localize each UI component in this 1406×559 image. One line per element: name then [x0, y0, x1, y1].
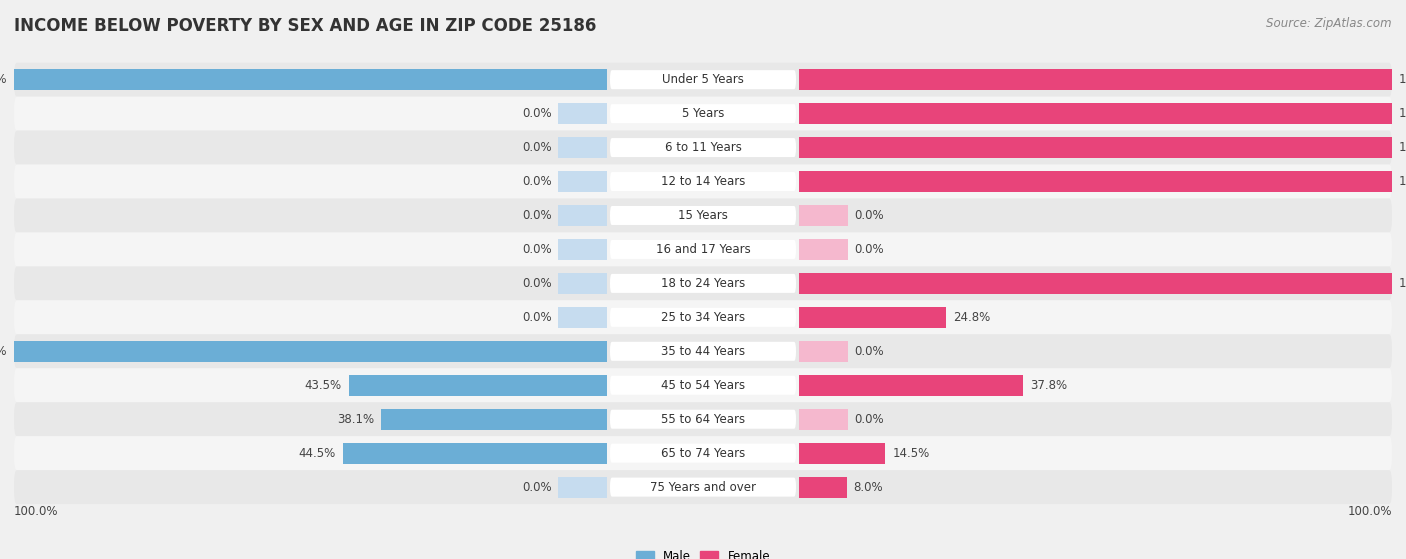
Text: 100.0%: 100.0% — [1399, 73, 1406, 86]
Bar — [800, 171, 1392, 192]
FancyBboxPatch shape — [14, 470, 1392, 504]
Text: 100.0%: 100.0% — [1399, 277, 1406, 290]
Text: INCOME BELOW POVERTY BY SEX AND AGE IN ZIP CODE 25186: INCOME BELOW POVERTY BY SEX AND AGE IN Z… — [14, 17, 596, 35]
FancyBboxPatch shape — [14, 233, 1392, 267]
FancyBboxPatch shape — [14, 436, 1392, 470]
Text: 75 Years and over: 75 Years and over — [650, 481, 756, 494]
Text: 0.0%: 0.0% — [522, 481, 551, 494]
FancyBboxPatch shape — [610, 70, 796, 89]
Bar — [558, 273, 606, 294]
Text: 12 to 14 Years: 12 to 14 Years — [661, 175, 745, 188]
FancyBboxPatch shape — [610, 104, 796, 123]
FancyBboxPatch shape — [14, 131, 1392, 164]
Bar — [381, 409, 606, 430]
Bar — [800, 307, 946, 328]
Bar — [800, 273, 1392, 294]
Text: Under 5 Years: Under 5 Years — [662, 73, 744, 86]
FancyBboxPatch shape — [610, 477, 796, 496]
Bar — [800, 477, 846, 498]
FancyBboxPatch shape — [610, 308, 796, 327]
FancyBboxPatch shape — [610, 376, 796, 395]
FancyBboxPatch shape — [610, 138, 796, 157]
FancyBboxPatch shape — [14, 267, 1392, 300]
FancyBboxPatch shape — [610, 172, 796, 191]
Bar — [800, 69, 1392, 90]
Text: 100.0%: 100.0% — [14, 505, 59, 518]
FancyBboxPatch shape — [610, 444, 796, 463]
Bar — [14, 69, 606, 90]
Text: 35 to 44 Years: 35 to 44 Years — [661, 345, 745, 358]
Text: 0.0%: 0.0% — [522, 107, 551, 120]
Bar — [800, 443, 886, 463]
Text: 100.0%: 100.0% — [1399, 107, 1406, 120]
Bar — [800, 341, 848, 362]
FancyBboxPatch shape — [14, 334, 1392, 368]
Bar — [558, 239, 606, 260]
Text: 18 to 24 Years: 18 to 24 Years — [661, 277, 745, 290]
FancyBboxPatch shape — [610, 342, 796, 361]
Text: 45 to 54 Years: 45 to 54 Years — [661, 379, 745, 392]
Text: 0.0%: 0.0% — [855, 345, 884, 358]
Text: 0.0%: 0.0% — [522, 175, 551, 188]
FancyBboxPatch shape — [14, 300, 1392, 334]
Text: 44.5%: 44.5% — [298, 447, 336, 459]
Text: 5 Years: 5 Years — [682, 107, 724, 120]
Bar — [14, 341, 606, 362]
FancyBboxPatch shape — [610, 410, 796, 429]
Text: 100.0%: 100.0% — [0, 345, 7, 358]
Text: 100.0%: 100.0% — [1347, 505, 1392, 518]
Text: 65 to 74 Years: 65 to 74 Years — [661, 447, 745, 459]
Text: 43.5%: 43.5% — [305, 379, 342, 392]
Bar — [800, 103, 1392, 124]
Text: 0.0%: 0.0% — [522, 141, 551, 154]
Bar — [558, 205, 606, 226]
Text: 0.0%: 0.0% — [855, 209, 884, 222]
Bar — [558, 103, 606, 124]
Text: 0.0%: 0.0% — [855, 413, 884, 426]
Text: 16 and 17 Years: 16 and 17 Years — [655, 243, 751, 256]
FancyBboxPatch shape — [14, 97, 1392, 131]
Text: 55 to 64 Years: 55 to 64 Years — [661, 413, 745, 426]
Text: 38.1%: 38.1% — [337, 413, 374, 426]
Bar — [800, 239, 848, 260]
Bar — [800, 205, 848, 226]
FancyBboxPatch shape — [14, 63, 1392, 97]
Text: 0.0%: 0.0% — [522, 209, 551, 222]
FancyBboxPatch shape — [14, 198, 1392, 233]
Text: Source: ZipAtlas.com: Source: ZipAtlas.com — [1267, 17, 1392, 30]
Text: 25 to 34 Years: 25 to 34 Years — [661, 311, 745, 324]
FancyBboxPatch shape — [610, 274, 796, 293]
Text: 6 to 11 Years: 6 to 11 Years — [665, 141, 741, 154]
Text: 37.8%: 37.8% — [1031, 379, 1067, 392]
Bar — [800, 375, 1024, 396]
FancyBboxPatch shape — [14, 402, 1392, 436]
Bar — [558, 477, 606, 498]
FancyBboxPatch shape — [14, 164, 1392, 198]
Text: 100.0%: 100.0% — [0, 73, 7, 86]
Bar — [343, 443, 606, 463]
Text: 0.0%: 0.0% — [522, 243, 551, 256]
Bar — [558, 137, 606, 158]
Text: 0.0%: 0.0% — [855, 243, 884, 256]
Bar — [349, 375, 606, 396]
Text: 0.0%: 0.0% — [522, 277, 551, 290]
Text: 24.8%: 24.8% — [953, 311, 991, 324]
Text: 100.0%: 100.0% — [1399, 141, 1406, 154]
Bar — [558, 307, 606, 328]
Bar — [558, 171, 606, 192]
FancyBboxPatch shape — [14, 368, 1392, 402]
Bar — [800, 409, 848, 430]
Legend: Male, Female: Male, Female — [631, 546, 775, 559]
Text: 14.5%: 14.5% — [893, 447, 929, 459]
Bar — [800, 137, 1392, 158]
Text: 15 Years: 15 Years — [678, 209, 728, 222]
Text: 0.0%: 0.0% — [522, 311, 551, 324]
FancyBboxPatch shape — [610, 240, 796, 259]
FancyBboxPatch shape — [610, 206, 796, 225]
Text: 100.0%: 100.0% — [1399, 175, 1406, 188]
Text: 8.0%: 8.0% — [853, 481, 883, 494]
